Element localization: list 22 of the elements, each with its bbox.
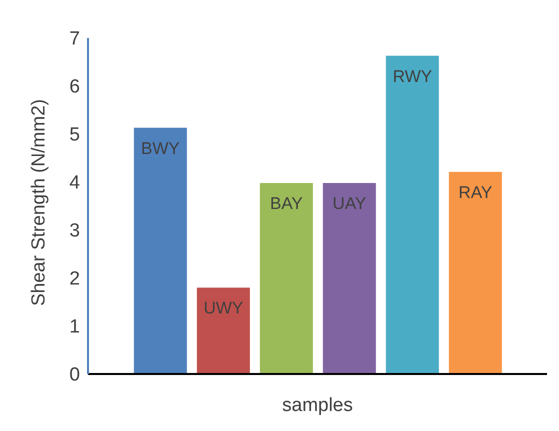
series-label: RAY [458, 182, 492, 202]
bar [448, 172, 502, 374]
y-tick-label: 2 [69, 268, 80, 290]
series-label: RWY [392, 66, 432, 86]
y-tick-label: 1 [69, 316, 80, 338]
series-label: UWY [204, 298, 244, 318]
bar [386, 56, 439, 374]
series-label: BAY [270, 194, 303, 214]
y-axis-title: Shear Strength (N/mm2) [28, 99, 50, 306]
series-label: UAY [332, 194, 366, 214]
bar [134, 128, 187, 374]
y-tick-label: 6 [69, 76, 80, 98]
bar [322, 182, 376, 374]
bar [196, 288, 250, 374]
y-tick-label: 5 [69, 124, 80, 146]
y-tick-label: 0 [69, 364, 80, 386]
series-label: BWY [141, 138, 180, 158]
bar [260, 182, 313, 374]
y-tick-label: 4 [69, 172, 80, 194]
y-tick-label: 3 [69, 220, 80, 242]
x-axis-title: samples [282, 395, 353, 416]
y-tick-label: 7 [69, 28, 80, 50]
